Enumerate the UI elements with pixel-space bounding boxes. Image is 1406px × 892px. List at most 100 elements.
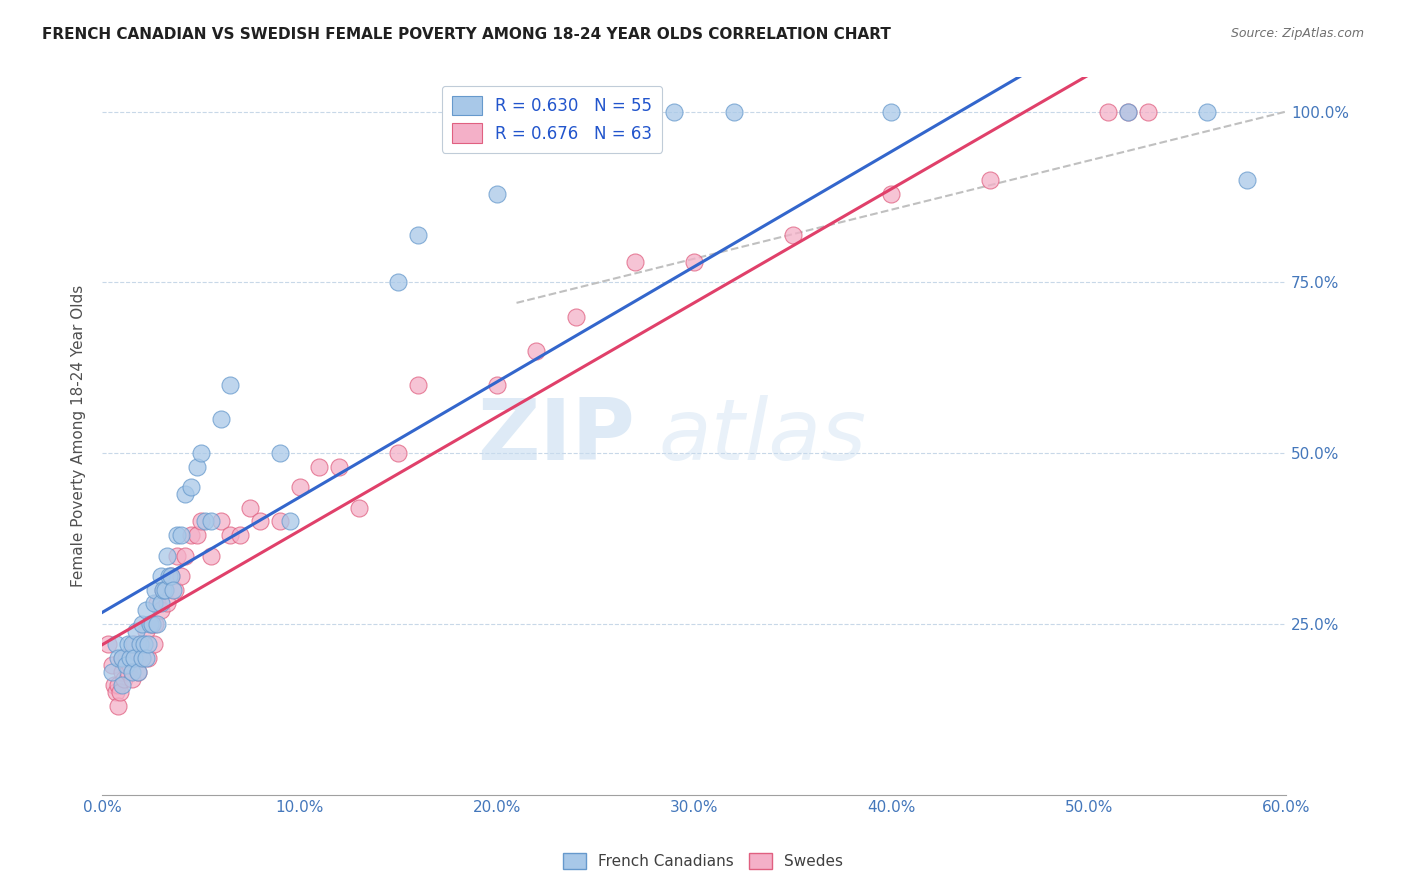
Point [131, 616, 153, 631]
Point [170, 528, 193, 542]
Point [880, 186, 903, 201]
Point [155, 582, 177, 597]
Point [1136, 104, 1159, 119]
Point [105, 637, 128, 651]
Point [406, 377, 429, 392]
Point [135, 651, 157, 665]
Point [219, 377, 242, 392]
Point [190, 515, 212, 529]
Point [142, 637, 165, 651]
Point [150, 603, 173, 617]
Point [107, 678, 129, 692]
Point [190, 446, 212, 460]
Point [125, 651, 148, 665]
Point [160, 569, 183, 583]
Point [128, 637, 150, 651]
Point [269, 515, 291, 529]
Point [524, 343, 547, 358]
Point [162, 582, 184, 597]
Point [125, 624, 148, 638]
Point [664, 104, 686, 119]
Point [132, 637, 155, 651]
Point [121, 665, 143, 679]
Point [101, 657, 124, 672]
Point [1195, 104, 1218, 119]
Point [141, 616, 163, 631]
Point [166, 549, 188, 563]
Point [782, 227, 804, 242]
Point [115, 657, 138, 672]
Legend: French Canadians, Swedes: French Canadians, Swedes [557, 847, 849, 875]
Point [347, 500, 370, 515]
Point [138, 616, 160, 631]
Point [186, 528, 208, 542]
Point [122, 651, 145, 665]
Point [156, 549, 179, 563]
Point [97, 637, 120, 651]
Point [150, 569, 173, 583]
Point [166, 528, 188, 542]
Point [160, 569, 183, 583]
Point [115, 651, 138, 665]
Point [122, 637, 145, 651]
Point [132, 637, 155, 651]
Point [1116, 104, 1139, 119]
Point [105, 685, 128, 699]
Point [328, 459, 350, 474]
Point [624, 255, 647, 269]
Point [121, 672, 143, 686]
Point [145, 582, 167, 597]
Point [485, 377, 508, 392]
Point [131, 651, 153, 665]
Point [118, 651, 141, 665]
Point [135, 603, 157, 617]
Point [111, 665, 134, 679]
Point [308, 459, 330, 474]
Point [121, 637, 143, 651]
Point [979, 173, 1001, 187]
Point [186, 459, 208, 474]
Point [278, 515, 301, 529]
Point [180, 480, 202, 494]
Text: atlas: atlas [658, 394, 866, 477]
Text: Source: ZipAtlas.com: Source: ZipAtlas.com [1230, 27, 1364, 40]
Point [142, 596, 165, 610]
Point [157, 569, 180, 583]
Point [128, 637, 150, 651]
Point [136, 651, 159, 665]
Point [180, 528, 202, 542]
Point [209, 412, 232, 426]
Point [111, 651, 134, 665]
Point [174, 549, 197, 563]
Point [156, 596, 179, 610]
Point [117, 665, 139, 679]
Point [127, 665, 149, 679]
Point [103, 678, 125, 692]
Point [145, 616, 167, 631]
Point [564, 310, 586, 324]
Point [387, 446, 409, 460]
Point [107, 698, 129, 713]
Point [229, 528, 252, 542]
Point [135, 624, 157, 638]
Point [165, 582, 187, 597]
Point [107, 651, 129, 665]
Point [146, 616, 169, 631]
Point [108, 685, 131, 699]
Point [406, 227, 429, 242]
Text: ZIP: ZIP [477, 394, 636, 477]
Point [288, 480, 311, 494]
Point [174, 487, 197, 501]
Point [269, 446, 291, 460]
Point [170, 569, 193, 583]
Point [1236, 173, 1258, 187]
Point [112, 672, 135, 686]
Point [146, 596, 169, 610]
Point [209, 515, 232, 529]
Point [131, 651, 153, 665]
Point [387, 276, 409, 290]
Point [200, 515, 222, 529]
Point [127, 665, 149, 679]
Point [1097, 104, 1119, 119]
Point [150, 596, 173, 610]
